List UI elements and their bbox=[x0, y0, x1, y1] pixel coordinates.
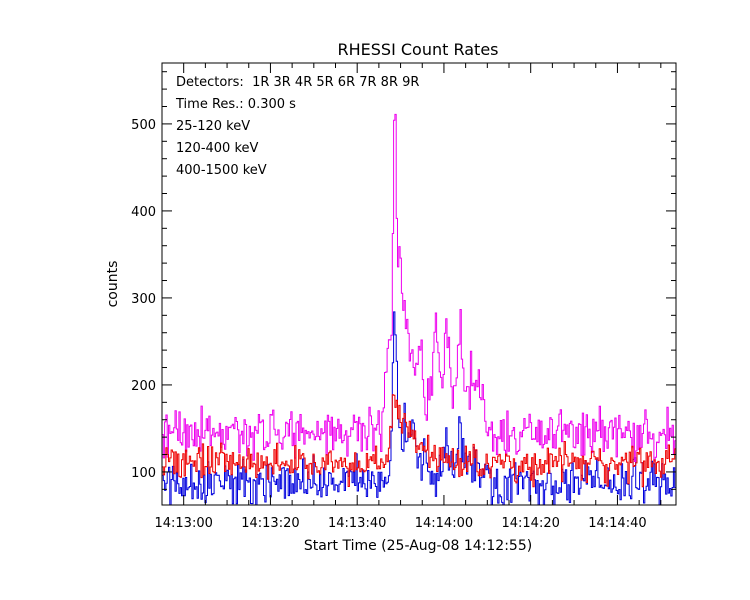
legend-entry-400-1500: 400-1500 keV bbox=[176, 163, 267, 178]
annotation-detectors: Detectors: 1R 3R 4R 5R 6R 7R 8R 9R bbox=[176, 75, 419, 90]
x-tick-label: 14:13:40 bbox=[328, 516, 386, 531]
y-tick-label: 500 bbox=[131, 118, 156, 133]
annotation-time-res: Time Res.: 0.300 s bbox=[175, 97, 296, 112]
x-tick-label: 14:14:00 bbox=[415, 516, 473, 531]
x-axis-label: Start Time (25-Aug-08 14:12:55) bbox=[304, 538, 532, 554]
y-axis-label: counts bbox=[105, 261, 121, 308]
legend-entry-25-120: 25-120 keV bbox=[176, 119, 250, 134]
series-line-2 bbox=[162, 394, 677, 488]
axes-layer: 14:13:00 14:13:20 14:13:40 14:14:00 14:14:20… bbox=[131, 63, 676, 531]
y-tick-label: 400 bbox=[131, 205, 156, 220]
x-tick-label: 14:13:20 bbox=[241, 516, 299, 531]
x-tick-label: 14:13:00 bbox=[154, 516, 212, 531]
y-tick-label: 100 bbox=[131, 466, 156, 481]
series-layer bbox=[162, 113, 677, 506]
x-tick-label: 14:14:40 bbox=[588, 516, 646, 531]
legend-entry-120-400: 120-400 keV bbox=[176, 141, 259, 156]
y-tick-label: 200 bbox=[131, 379, 156, 394]
x-tick-label: 14:14:20 bbox=[501, 516, 559, 531]
chart-title: RHESSI Count Rates bbox=[338, 40, 499, 59]
plot-frame bbox=[161, 62, 677, 506]
y-tick-label: 300 bbox=[131, 292, 156, 307]
series-line-0 bbox=[162, 311, 677, 506]
